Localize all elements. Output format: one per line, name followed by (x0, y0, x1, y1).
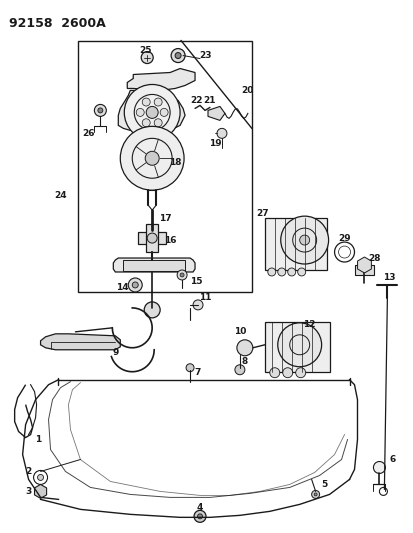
Text: 14: 14 (116, 284, 128, 293)
Circle shape (197, 514, 202, 519)
Circle shape (142, 98, 150, 106)
Circle shape (124, 84, 180, 140)
Circle shape (234, 365, 244, 375)
Text: 15: 15 (189, 278, 202, 286)
Text: 9: 9 (112, 348, 118, 357)
Circle shape (144, 302, 160, 318)
Polygon shape (127, 69, 195, 91)
Text: 3: 3 (26, 487, 32, 496)
Polygon shape (113, 258, 195, 272)
Circle shape (120, 126, 184, 190)
Text: 21: 21 (203, 96, 216, 105)
Circle shape (38, 474, 43, 480)
Circle shape (154, 119, 162, 127)
Polygon shape (357, 257, 370, 273)
Circle shape (145, 151, 159, 165)
Circle shape (97, 108, 102, 113)
Text: 18: 18 (169, 158, 181, 167)
Text: 17: 17 (159, 214, 171, 223)
Polygon shape (207, 107, 224, 120)
Circle shape (295, 368, 305, 378)
Text: 22: 22 (189, 96, 202, 105)
Text: 16: 16 (164, 236, 176, 245)
Text: 12: 12 (303, 320, 315, 329)
Text: 29: 29 (337, 233, 350, 243)
Text: 25: 25 (139, 46, 151, 55)
Circle shape (171, 49, 185, 62)
Bar (146, 224, 158, 252)
Text: 92158  2600A: 92158 2600A (9, 17, 105, 30)
Text: 1: 1 (36, 435, 42, 444)
Circle shape (180, 273, 184, 277)
Bar (264, 322, 329, 372)
Circle shape (373, 462, 385, 473)
Circle shape (269, 368, 279, 378)
Circle shape (299, 235, 309, 245)
Bar (354, 265, 373, 275)
Circle shape (185, 364, 194, 372)
Text: 27: 27 (256, 208, 268, 217)
Bar (123, 260, 185, 271)
Polygon shape (40, 334, 120, 350)
Text: 7: 7 (195, 368, 201, 377)
Circle shape (277, 268, 285, 276)
Circle shape (94, 104, 106, 116)
Text: 20: 20 (241, 86, 254, 95)
Text: 19: 19 (208, 139, 221, 148)
Circle shape (311, 490, 319, 498)
Polygon shape (118, 91, 185, 132)
Text: 6: 6 (388, 455, 394, 464)
Text: 2: 2 (26, 467, 32, 476)
Circle shape (313, 493, 316, 496)
Text: 10: 10 (233, 327, 245, 336)
Bar (138, 232, 166, 244)
Circle shape (141, 52, 153, 63)
Bar (264, 218, 326, 270)
Text: 28: 28 (367, 254, 380, 263)
Text: 5: 5 (321, 480, 327, 489)
Circle shape (136, 108, 144, 116)
Circle shape (147, 233, 157, 243)
Circle shape (216, 128, 226, 139)
Circle shape (160, 108, 168, 116)
Text: 4: 4 (196, 503, 203, 512)
Bar (78, 41, 251, 292)
Circle shape (128, 278, 142, 292)
Circle shape (142, 119, 150, 127)
Circle shape (194, 511, 206, 522)
Circle shape (277, 323, 321, 367)
Circle shape (177, 270, 187, 280)
Polygon shape (34, 484, 47, 498)
Text: 11: 11 (198, 294, 211, 302)
Text: 26: 26 (82, 129, 95, 138)
Circle shape (280, 216, 328, 264)
Circle shape (236, 340, 252, 356)
Circle shape (267, 268, 275, 276)
Text: 13: 13 (382, 273, 395, 282)
Circle shape (282, 368, 292, 378)
Text: 23: 23 (198, 51, 211, 60)
Circle shape (154, 98, 162, 106)
Circle shape (297, 268, 305, 276)
Circle shape (175, 53, 180, 59)
Text: 8: 8 (241, 357, 247, 366)
Circle shape (287, 268, 295, 276)
Circle shape (132, 282, 138, 288)
Text: 24: 24 (54, 191, 66, 200)
Circle shape (146, 107, 158, 118)
Circle shape (192, 300, 202, 310)
